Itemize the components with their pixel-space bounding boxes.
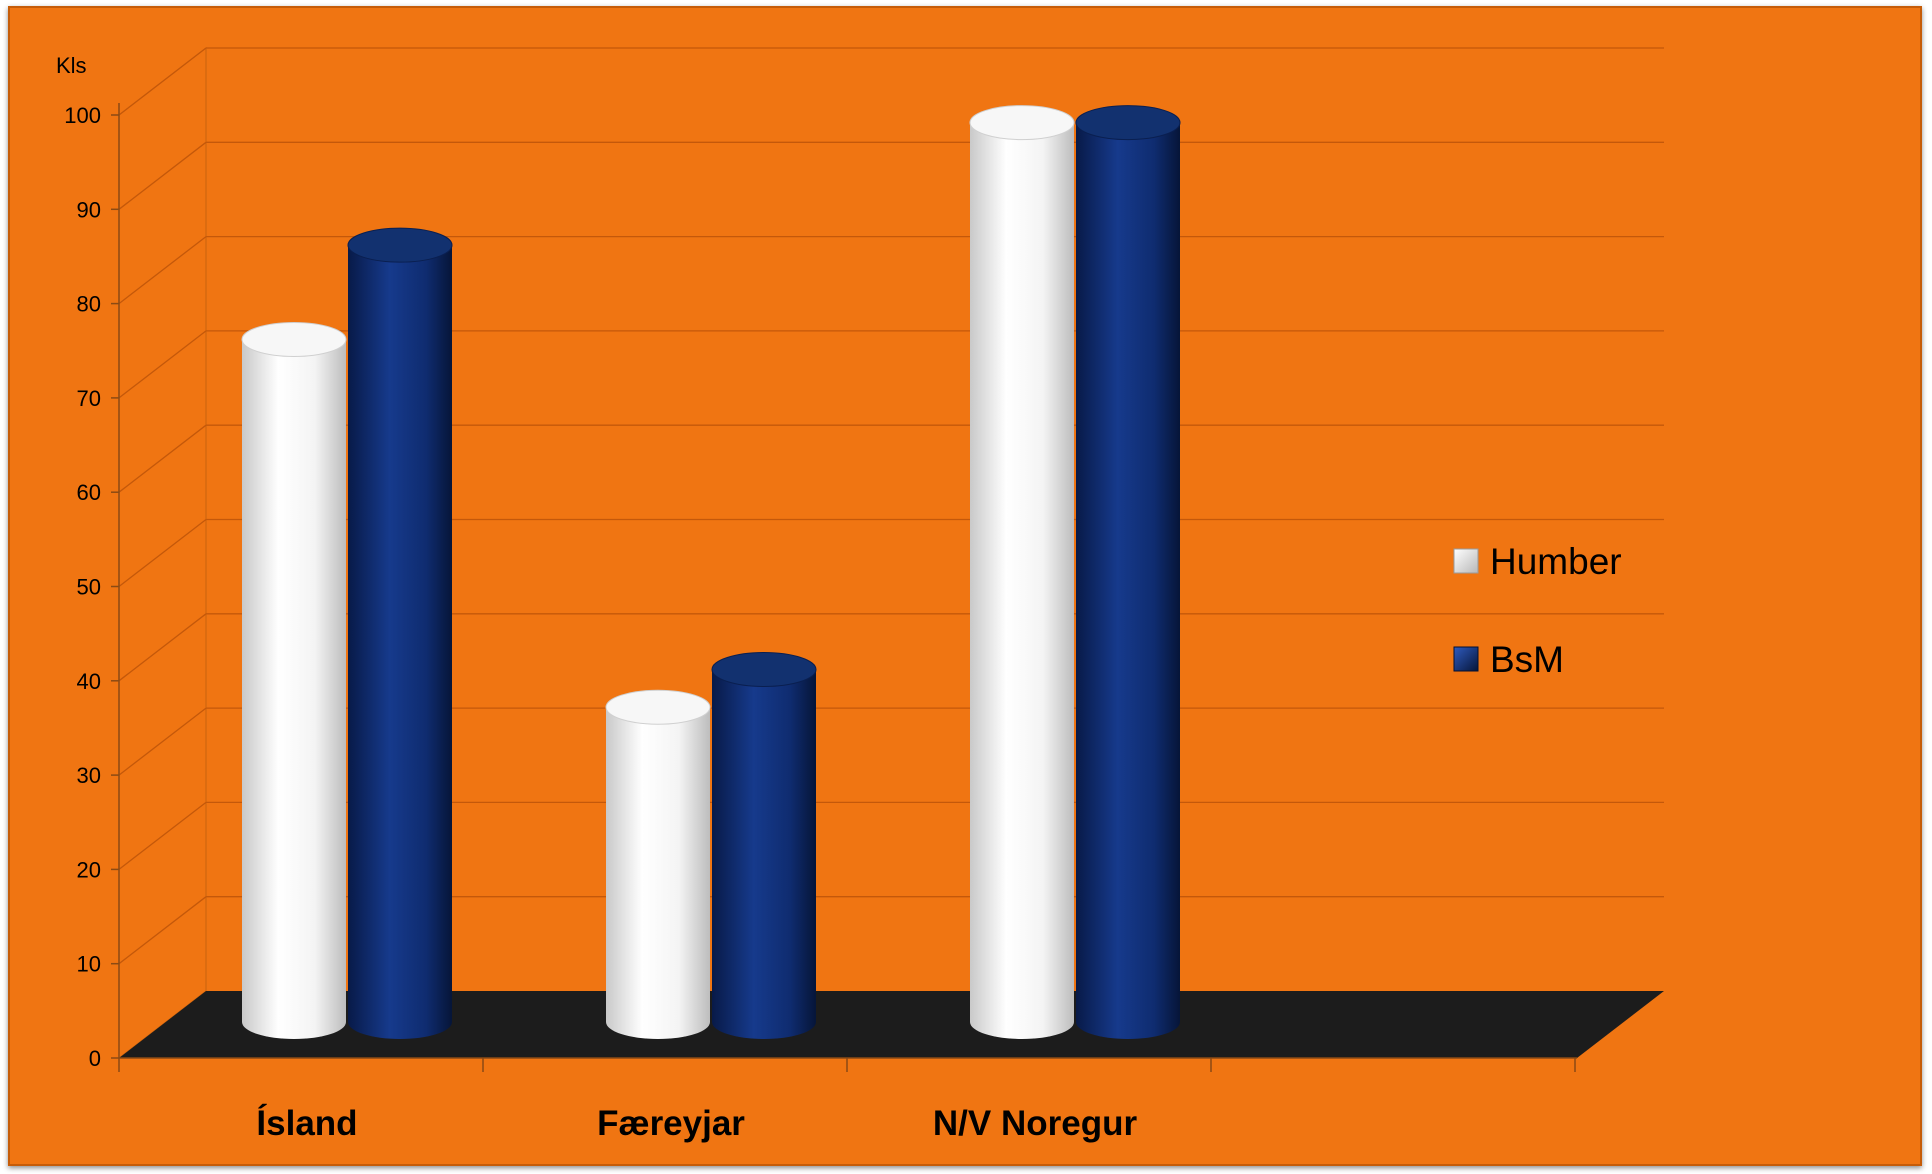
- floor: [119, 991, 1664, 1058]
- bar: [605, 689, 711, 1039]
- bar-body: [1076, 122, 1180, 1039]
- y-tick-label: 50: [77, 575, 101, 600]
- y-tick-label: 100: [64, 103, 101, 128]
- y-tick-label: 60: [77, 480, 101, 505]
- bar-body: [348, 245, 452, 1039]
- gridline-side: [118, 707, 207, 776]
- bar-top: [241, 321, 347, 357]
- gridline-side: [118, 613, 207, 682]
- gridline-side: [118, 47, 207, 116]
- bar-chart: 0 10 20 30 40 50 60 70 80 90 100 Ísland Færeyjar N/V…: [56, 46, 1664, 1143]
- bar-top: [347, 227, 453, 263]
- bar-top: [1075, 105, 1181, 141]
- gridline-side: [118, 518, 207, 588]
- y-tick-label: 10: [77, 952, 101, 977]
- y-tick-label: 0: [89, 1046, 101, 1071]
- bar-body: [242, 339, 346, 1040]
- gridline-side: [118, 141, 207, 210]
- gridline-side: [118, 424, 207, 493]
- y-tick-label: 90: [77, 197, 101, 222]
- legend-swatch: [1453, 548, 1479, 574]
- gridline-side: [118, 330, 207, 399]
- legend-label: Humber: [1490, 541, 1622, 582]
- legend-swatch: [1453, 646, 1479, 672]
- bar-top: [711, 652, 817, 688]
- category-label: Ísland: [256, 1103, 357, 1143]
- gridline-side: [118, 896, 207, 965]
- y-axis-unit-label: Kls: [56, 53, 87, 78]
- legend: Humber BsM: [1453, 541, 1622, 680]
- legend-label: BsM: [1490, 639, 1564, 680]
- y-tick-label: 80: [77, 292, 101, 317]
- gridline-side: [118, 236, 207, 305]
- y-tick-label: 20: [77, 857, 101, 882]
- bar-body: [712, 669, 816, 1039]
- legend-item: Humber: [1453, 541, 1622, 582]
- bar-top: [969, 105, 1075, 141]
- bar-top: [605, 689, 711, 725]
- category-axis: Ísland Færeyjar N/V Noregur: [118, 1058, 1576, 1143]
- bar: [1075, 105, 1181, 1039]
- y-tick-label: 30: [77, 763, 101, 788]
- gridline-side: [118, 801, 207, 870]
- category-label: Færeyjar: [597, 1104, 745, 1143]
- bar-body: [606, 707, 710, 1039]
- bar: [969, 105, 1075, 1039]
- y-tick-label: 70: [77, 386, 101, 411]
- category-label: N/V Noregur: [933, 1104, 1138, 1143]
- bar-body: [970, 122, 1074, 1039]
- chart-area: 0 10 20 30 40 50 60 70 80 90 100 Ísland Færeyjar N/V…: [8, 6, 1922, 1166]
- bar: [241, 321, 347, 1040]
- bars: [241, 105, 1181, 1040]
- bar: [347, 227, 453, 1039]
- y-tick-label: 40: [77, 669, 101, 694]
- legend-item: BsM: [1453, 639, 1564, 680]
- value-axis: 0 10 20 30 40 50 60 70 80 90 100: [64, 103, 1577, 1071]
- bar: [711, 652, 817, 1039]
